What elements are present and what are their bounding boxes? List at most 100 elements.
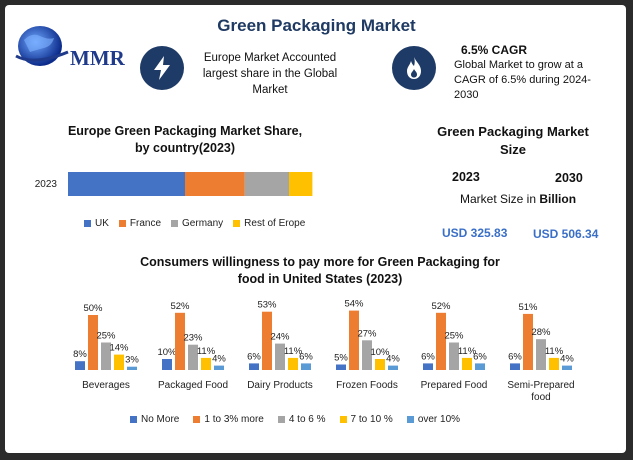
bar-5-4 bbox=[562, 365, 572, 370]
year-2030: 2030 bbox=[555, 171, 583, 185]
bar-4-4 bbox=[475, 363, 485, 370]
bar-value-label: 23% bbox=[183, 333, 203, 344]
europe-chart-title: Europe Green Packaging Market Share, by … bbox=[67, 124, 303, 155]
category-label: Packaged Food bbox=[158, 380, 228, 391]
flame-icon bbox=[407, 57, 421, 79]
usd-2023-value: USD 325.83 bbox=[442, 226, 508, 240]
bar-value-label: 11% bbox=[197, 346, 216, 357]
lightning-badge bbox=[140, 46, 184, 90]
legend-rest: Rest of Erope bbox=[233, 218, 305, 229]
bar-value-label: 28% bbox=[531, 327, 551, 338]
legend-7-10: 7 to 10 % bbox=[339, 414, 393, 425]
bar-3-1 bbox=[349, 310, 359, 370]
bar-value-label: 53% bbox=[257, 300, 277, 311]
bar-0-4 bbox=[127, 366, 137, 370]
bar-value-label: 24% bbox=[270, 332, 290, 343]
bar-1-1 bbox=[175, 312, 185, 370]
bar-2-1 bbox=[262, 311, 272, 370]
bar-5-3 bbox=[549, 357, 559, 370]
bar-2-0 bbox=[249, 363, 259, 370]
year-2023: 2023 bbox=[452, 170, 480, 184]
legend-uk: UK bbox=[84, 218, 109, 229]
bar-4-1 bbox=[436, 312, 446, 370]
logo-text: MMR bbox=[70, 46, 125, 70]
bar-2-2 bbox=[275, 343, 285, 370]
bar-value-label: 52% bbox=[170, 301, 190, 312]
bar-4-2 bbox=[449, 342, 459, 370]
bar-value-label: 52% bbox=[431, 301, 451, 312]
bar-5-0 bbox=[510, 363, 520, 370]
bar-value-label: 10% bbox=[157, 347, 177, 358]
bar-value-label: 4% bbox=[386, 354, 400, 365]
bar-value-label: 25% bbox=[96, 331, 116, 342]
legend-over-10: over 10% bbox=[406, 414, 460, 425]
bar-3-3 bbox=[375, 359, 385, 370]
category-label: Dairy Products bbox=[247, 380, 313, 391]
europe-bar-segment-uk bbox=[68, 172, 185, 196]
europe-share-text: Europe Market Accounted largest share in… bbox=[202, 52, 338, 96]
bar-2-4 bbox=[301, 363, 311, 370]
bar-value-label: 5% bbox=[334, 353, 348, 364]
legend-4-6: 4 to 6 % bbox=[277, 414, 326, 425]
lightning-icon bbox=[154, 56, 170, 80]
europe-category-label: 2023 bbox=[35, 179, 58, 190]
flame-badge bbox=[392, 46, 436, 90]
usd-2030-value: USD 506.34 bbox=[533, 227, 599, 241]
bar-1-3 bbox=[201, 357, 211, 370]
bar-3-0 bbox=[336, 364, 346, 370]
europe-bar-segment-germany bbox=[244, 172, 289, 196]
bar-5-2 bbox=[536, 339, 546, 370]
bar-value-label: 25% bbox=[444, 331, 464, 342]
bar-value-label: 6% bbox=[508, 351, 522, 362]
legend-germany: Germany bbox=[171, 218, 223, 229]
category-label: Beverages bbox=[82, 380, 130, 391]
bar-value-label: 3% bbox=[125, 355, 139, 366]
europe-bar-segment-rest-of-erope bbox=[289, 172, 313, 196]
us-legend: No More 1 to 3% more 4 to 6 % 7 to 10 % … bbox=[130, 414, 460, 425]
bar-value-label: 50% bbox=[83, 303, 103, 314]
bar-0-2 bbox=[101, 342, 111, 370]
bar-5-1 bbox=[523, 313, 533, 370]
bar-value-label: 8% bbox=[73, 349, 87, 360]
bar-value-label: 6% bbox=[299, 351, 313, 362]
globe-icon bbox=[15, 26, 69, 66]
bar-0-1 bbox=[88, 315, 98, 370]
bar-4-0 bbox=[423, 363, 433, 370]
bar-value-label: 6% bbox=[247, 351, 261, 362]
bar-4-3 bbox=[462, 357, 472, 370]
cagr-text: Global Market to grow at a CAGR of 6.5% … bbox=[454, 59, 591, 101]
mmr-logo bbox=[14, 22, 70, 79]
bar-1-0 bbox=[162, 359, 172, 370]
bar-3-4 bbox=[388, 365, 398, 370]
infographic-card bbox=[5, 5, 626, 453]
legend-1-3: 1 to 3% more bbox=[193, 414, 264, 425]
market-size-title: Green Packaging Market Size bbox=[437, 124, 589, 157]
bar-value-label: 10% bbox=[370, 347, 390, 358]
europe-bar-segment-france bbox=[185, 172, 245, 196]
category-label: Frozen Foods bbox=[336, 380, 398, 391]
bar-value-label: 6% bbox=[421, 351, 435, 362]
legend-france: France bbox=[118, 218, 161, 229]
bar-value-label: 11% bbox=[284, 346, 303, 357]
bar-value-label: 4% bbox=[560, 354, 574, 365]
bar-value-label: 4% bbox=[212, 354, 226, 365]
bar-3-2 bbox=[362, 340, 372, 370]
category-label: Prepared Food bbox=[421, 380, 488, 391]
bar-2-3 bbox=[288, 357, 298, 370]
category-label: food bbox=[531, 392, 550, 403]
page-title: Green Packaging Market bbox=[217, 16, 416, 35]
bar-value-label: 14% bbox=[109, 343, 129, 354]
bar-value-label: 6% bbox=[473, 351, 487, 362]
category-label: Semi-Prepared bbox=[507, 380, 574, 391]
us-chart-title: Consumers willingness to pay more for Gr… bbox=[140, 255, 500, 286]
bar-value-label: 51% bbox=[518, 302, 538, 313]
legend-no-more: No More bbox=[130, 414, 179, 425]
bar-value-label: 11% bbox=[458, 346, 477, 357]
bar-1-4 bbox=[214, 365, 224, 370]
bar-value-label: 11% bbox=[545, 346, 564, 357]
cagr-title: 6.5% CAGR bbox=[461, 43, 528, 57]
bar-value-label: 54% bbox=[344, 299, 364, 310]
bar-1-2 bbox=[188, 344, 198, 370]
